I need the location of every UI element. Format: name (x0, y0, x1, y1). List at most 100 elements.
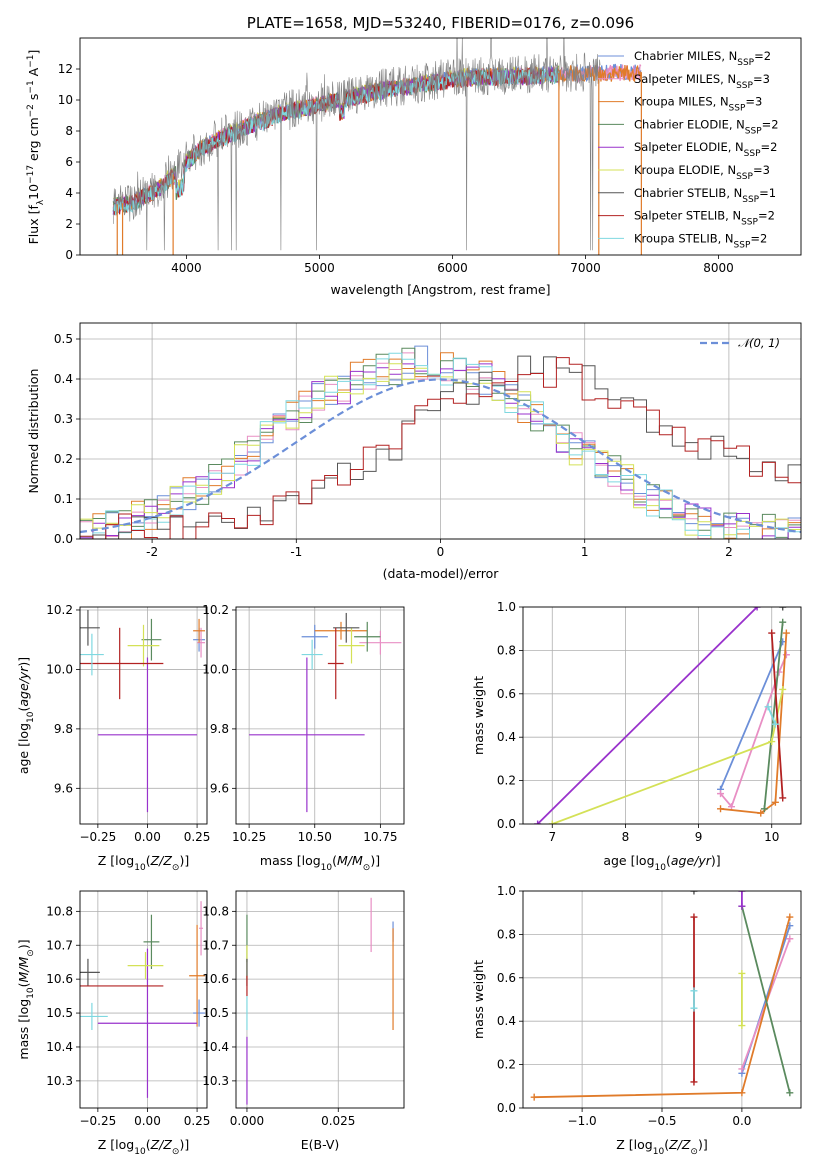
x-tick-label: 10.75 (363, 830, 397, 844)
legend-label: Kroupa ELODIE, NSSP=3 (634, 163, 770, 182)
weight-marker (738, 1022, 746, 1030)
weight-marker (690, 987, 698, 995)
x-axis-label: age [log10(age/yr)] (603, 853, 720, 873)
errorbar-point (197, 627, 206, 658)
errorbar-point (193, 999, 206, 1027)
weight-line (741, 905, 791, 1094)
x-tick-label: 0.0 (732, 1114, 751, 1128)
weight-marker (738, 1089, 746, 1097)
y-tick-label: 9.8 (54, 722, 73, 736)
histogram-step (80, 355, 801, 539)
panel-residuals: -2 -1 0 1 2 0.0 0.1 0.2 0.3 0.4 0.5 𝒩(0, 1) (data-mo… (26, 322, 802, 581)
y-tick-label: 2 (65, 217, 73, 231)
y-tick-label: 0 (65, 248, 73, 262)
y-tick-label: 0.2 (54, 452, 73, 466)
gaussian-curve (80, 378, 801, 534)
weight-marker (779, 794, 787, 802)
histogram-step (80, 363, 801, 539)
plot-area (112, 38, 642, 255)
y-tick-label: 10.4 (46, 1040, 73, 1054)
y-tick-label: 9.6 (210, 781, 229, 795)
weight-line (719, 641, 784, 790)
plot-area (534, 607, 790, 824)
x-tick-label: 0.000 (230, 1114, 264, 1128)
errorbar-point (80, 958, 100, 986)
y-tick-label: 8 (65, 124, 73, 138)
weight-marker (738, 891, 746, 895)
errorbar-point (80, 1002, 108, 1031)
y-tick-label: 0.8 (497, 927, 516, 941)
legend-label: Chabrier ELODIE, NSSP=2 (634, 117, 779, 136)
y-tick-label: 0.8 (497, 643, 516, 657)
weight-marker (771, 798, 779, 806)
y-tick-label: 10.8 (202, 904, 229, 918)
y-tick-label: 0.0 (497, 1101, 516, 1115)
errorbar-point (301, 624, 328, 649)
weight-line (770, 632, 784, 799)
weight-marker (728, 803, 735, 811)
model-spectrum-line (112, 67, 560, 216)
y-tick-label: 10.0 (46, 662, 73, 676)
x-axis-label: wavelength [Angstrom, rest frame] (330, 282, 550, 297)
y-tick-label: 12 (58, 62, 73, 76)
weight-marker (717, 790, 725, 798)
axes-frame (235, 890, 405, 1109)
errorbar-point (143, 914, 160, 969)
y-tick-label: 10.2 (202, 603, 229, 617)
x-tick-label: 9 (695, 830, 703, 844)
axes-frame (235, 606, 405, 825)
y-tick-label: 0.6 (497, 971, 516, 985)
errorbar-point (80, 627, 164, 700)
y-tick-label: 0.2 (497, 1058, 516, 1072)
weight-marker (768, 629, 776, 637)
panel-age-vs-mass: 10.25 10.50 10.75 9.6 9.8 10.0 10.2 mass [log10… (202, 603, 405, 873)
y-tick-label: 10.8 (46, 904, 73, 918)
chart-title: PLATE=1658, MJD=53240, FIBERID=0176, z=0… (247, 14, 634, 32)
y-tick-label: 10.6 (202, 972, 229, 986)
weight-marker (717, 805, 725, 813)
legend-label: Kroupa STELIB, NSSP=2 (634, 231, 767, 250)
model-spectrum-line (112, 67, 560, 216)
errorbar-point (189, 924, 206, 1027)
weight-marker (690, 891, 698, 895)
y-axis-label: Flux [fλ10−17 erg cm−2 s−1 A−1] (26, 50, 46, 245)
weight-line (536, 607, 758, 824)
axes-frame (79, 322, 802, 540)
y-axis-label: age [log10(age/yr)] (16, 657, 36, 774)
weight-marker (779, 685, 787, 693)
y-axis-label: mass [log10(M/M⊙)] (16, 939, 36, 1059)
y-tick-label: 9.6 (54, 781, 73, 795)
x-axis-label: E(B-V) (301, 1137, 340, 1152)
x-tick-label: 7000 (570, 261, 601, 275)
weight-marker (548, 820, 556, 824)
x-tick-label: 7 (548, 830, 556, 844)
x-tick-label: 0.25 (184, 1114, 211, 1128)
weight-marker (530, 1093, 538, 1101)
legend-label: Chabrier MILES, NSSP=2 (634, 49, 771, 68)
y-tick-label: 0.4 (54, 372, 73, 386)
y-axis-label: Normed distribution (26, 369, 41, 494)
y-tick-label: 4 (65, 186, 73, 200)
weight-marker (779, 618, 787, 626)
weight-marker (782, 629, 790, 637)
weight-marker (753, 607, 761, 611)
weight-line (720, 632, 788, 815)
y-tick-label: 1.0 (497, 600, 516, 614)
legend-label: Salpeter ELODIE, NSSP=2 (634, 140, 777, 159)
x-axis-label: mass [log10(M/M⊙)] (260, 853, 380, 873)
x-tick-label: 0 (437, 545, 445, 559)
legend-label: Chabrier STELIB, NSSP=1 (634, 186, 776, 205)
weight-marker (738, 1065, 746, 1073)
x-axis-label: (data-model)/error (383, 566, 500, 581)
x-tick-label: −1.0 (568, 1114, 597, 1128)
panel-mass-vs-Z: −0.25 0.00 0.25 10.3 10.4 10.5 10.6 10.7 10.8 Z [… (16, 890, 211, 1157)
weight-marker (738, 969, 746, 977)
axes-frame (522, 606, 802, 825)
y-tick-label: 10.4 (202, 1040, 229, 1054)
axes-frame (79, 606, 208, 825)
y-tick-label: 10.3 (46, 1074, 73, 1088)
x-tick-label: 0.00 (134, 830, 161, 844)
x-tick-label: −0.25 (79, 1114, 116, 1128)
errorbar-point (327, 627, 344, 700)
